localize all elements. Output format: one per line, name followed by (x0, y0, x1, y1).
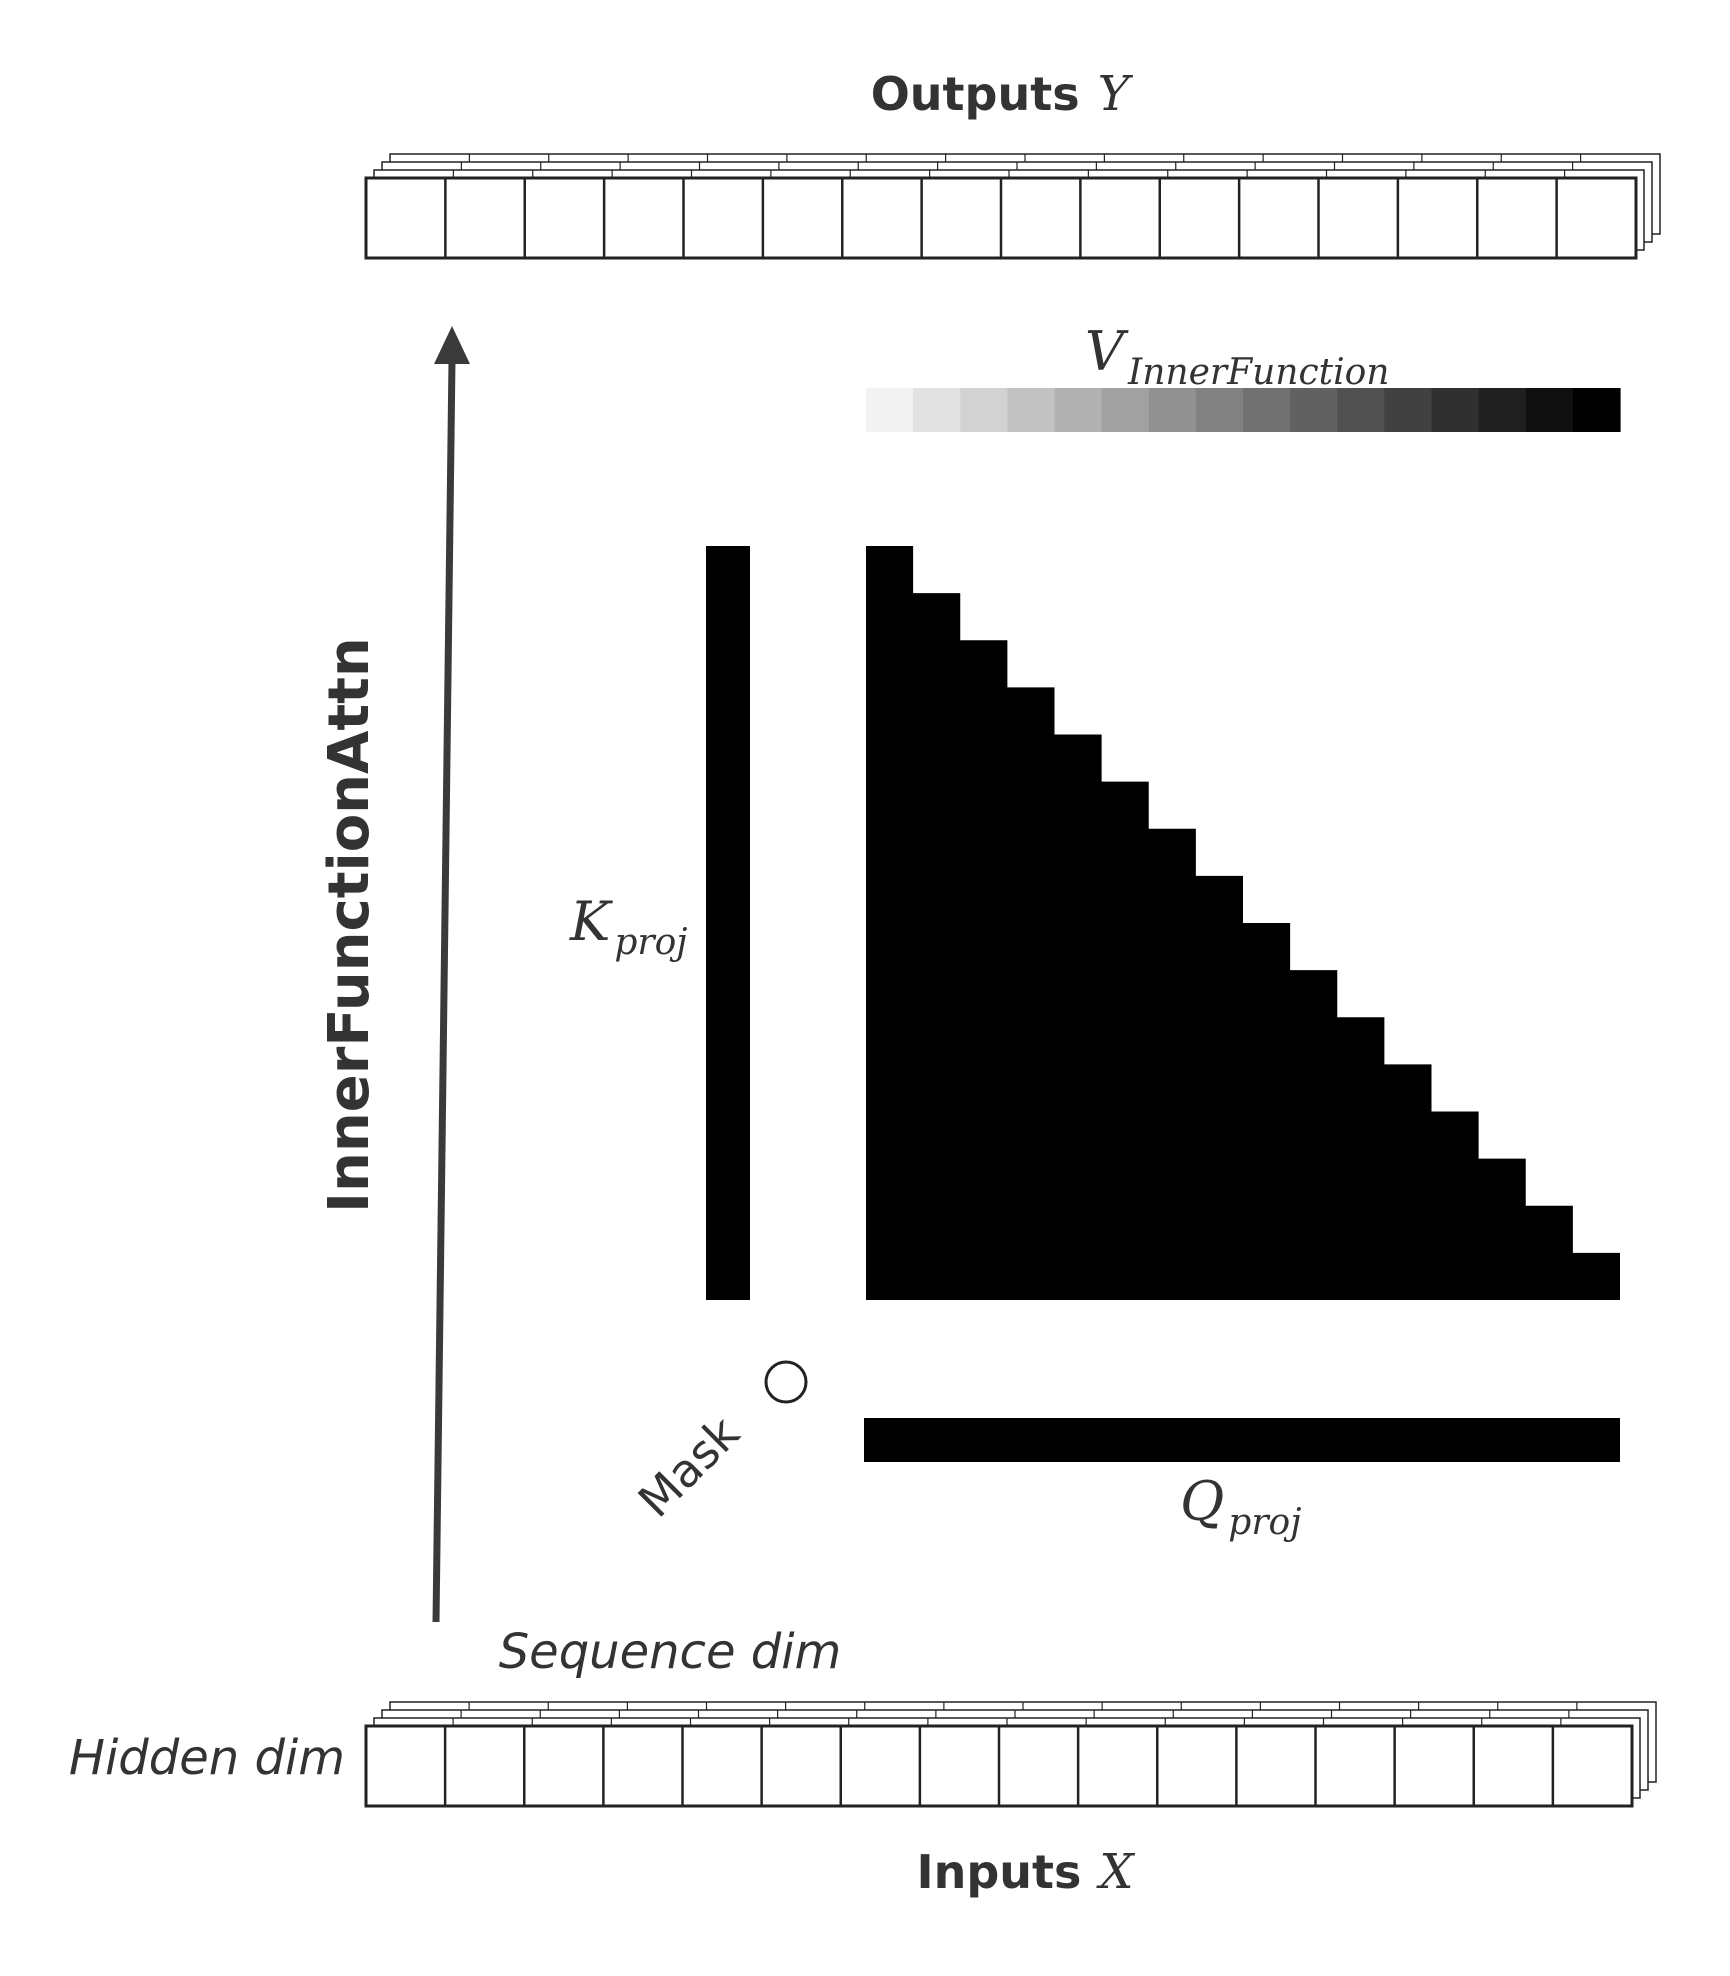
inner-function-attn-label: InnerFunctionAttn (317, 637, 382, 1213)
hadamard-operator-icon (764, 1360, 808, 1404)
mask-label: Mask (628, 1405, 750, 1527)
q-proj-bar (864, 1418, 1620, 1462)
v-gradient-cell (960, 388, 1008, 432)
output-token-strip (364, 153, 1661, 260)
k-proj-label: K proj (569, 890, 687, 963)
hidden-dim-label: Hidden dim (69, 1730, 345, 1786)
v-gradient-cell (1431, 388, 1480, 432)
v-gradient-cell (1478, 388, 1527, 432)
sequence-dim-label: Sequence dim (499, 1624, 842, 1680)
v-gradient-cell (1195, 388, 1244, 432)
token-layer (364, 1724, 1634, 1808)
v-gradient-cell (1101, 388, 1150, 432)
k-proj-bar (706, 546, 750, 1300)
inputs-title: Inputs X (916, 1844, 1135, 1900)
v-gradient-cell (1384, 388, 1433, 432)
v-gradient-bar (866, 388, 1621, 432)
v-gradient-cell (1007, 388, 1056, 432)
input-token-strip (364, 1701, 1657, 1808)
outputs-title: Outputs Y (871, 66, 1134, 122)
v-gradient-cell (913, 388, 961, 432)
v-gradient-cell (1290, 388, 1338, 432)
v-inner-function-label: V InnerFunction (1085, 320, 1389, 393)
v-gradient-cell (1054, 388, 1103, 432)
causal-mask-matrix (866, 546, 1620, 1300)
v-gradient-cell (866, 388, 914, 432)
v-gradient-cell (1243, 388, 1291, 432)
v-gradient-cell (1148, 388, 1197, 432)
flow-arrow (432, 326, 470, 1623)
v-gradient-cell (1337, 388, 1385, 432)
q-proj-label: Q proj (1180, 1470, 1301, 1543)
token-layer (364, 176, 1638, 260)
v-gradient-cell (1572, 388, 1621, 432)
v-gradient-cell (1525, 388, 1574, 432)
